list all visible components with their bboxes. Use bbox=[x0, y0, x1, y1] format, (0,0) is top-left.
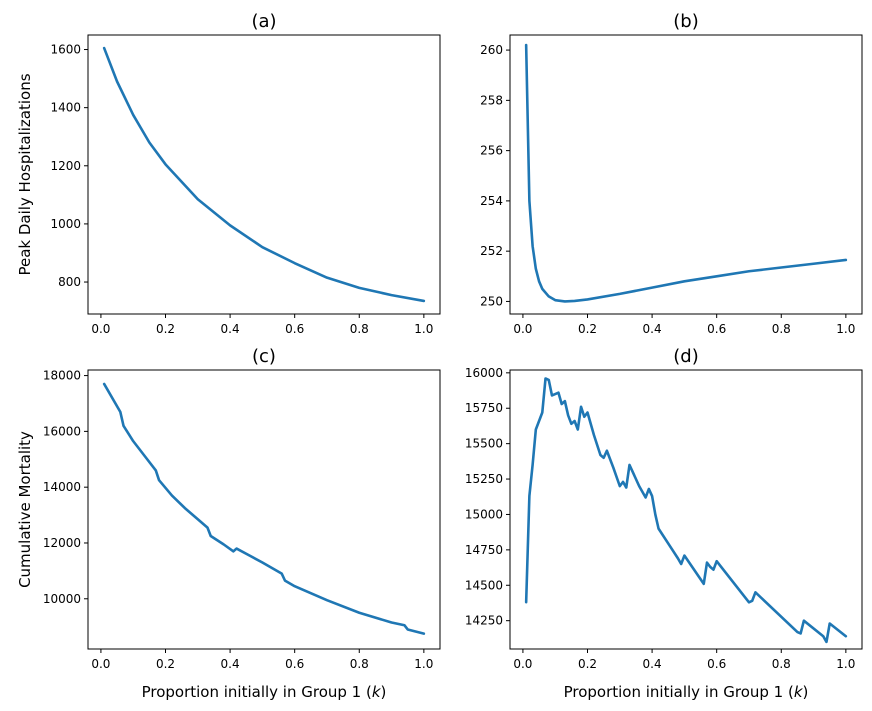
y-tick-label: 250 bbox=[480, 294, 503, 308]
y-tick-label: 12000 bbox=[43, 536, 81, 550]
x-tick-label: 1.0 bbox=[414, 322, 433, 336]
x-tick-label: 0.0 bbox=[513, 322, 532, 336]
panel-a: 0.0 0.2 0.4 0.6 0.8 1.0 800 1000 1200 1400 1600 (a)… bbox=[16, 11, 441, 336]
y-tick-label: 14250 bbox=[465, 614, 503, 628]
y-tick-label: 1600 bbox=[50, 43, 81, 57]
y-tick-label: 10000 bbox=[43, 592, 81, 606]
y-tick-label: 254 bbox=[480, 194, 503, 208]
y-tick-label: 252 bbox=[480, 244, 503, 258]
x-tick-label: 0.8 bbox=[772, 322, 791, 336]
x-tick-label: 0.8 bbox=[350, 322, 369, 336]
series-line bbox=[524, 377, 848, 644]
y-tick-label: 15250 bbox=[465, 472, 503, 486]
plot-frame bbox=[509, 369, 863, 650]
x-tick-label: 0.2 bbox=[156, 322, 175, 336]
y-tick-label: 18000 bbox=[43, 369, 81, 383]
x-tick-label: 0.8 bbox=[772, 657, 791, 671]
panel-title: (a) bbox=[251, 11, 276, 32]
y-tick-label: 16000 bbox=[43, 424, 81, 438]
plot-frame bbox=[87, 369, 441, 650]
series-line bbox=[102, 382, 426, 635]
x-tick-label: 0.4 bbox=[643, 322, 662, 336]
y-tick-label: 14000 bbox=[43, 480, 81, 494]
x-tick-label: 0.4 bbox=[643, 657, 662, 671]
x-tick-label: 0.0 bbox=[513, 657, 532, 671]
x-tick-label: 0.0 bbox=[91, 322, 110, 336]
x-tick-label: 0.6 bbox=[707, 657, 726, 671]
x-tick-label: 0.4 bbox=[221, 657, 240, 671]
y-axis-label: Cumulative Mortality bbox=[16, 431, 34, 588]
y-tick-label: 1200 bbox=[50, 159, 81, 173]
y-tick-label: 258 bbox=[480, 93, 503, 107]
panel-title: (b) bbox=[673, 11, 698, 32]
x-tick-label: 0.0 bbox=[91, 657, 110, 671]
panel-c: 0.0 0.2 0.4 0.6 0.8 1.0 10000 12000 14000 16000 18… bbox=[16, 346, 441, 701]
panel-b: 0.0 0.2 0.4 0.6 0.8 1.0 250 252 254 256 258 260 (b) bbox=[480, 11, 863, 336]
x-tick-label: 0.6 bbox=[707, 322, 726, 336]
y-tick-label: 1400 bbox=[50, 101, 81, 115]
y-tick-label: 14500 bbox=[465, 578, 503, 592]
x-axis-label: Proportion initially in Group 1 (k) bbox=[564, 683, 809, 701]
x-tick-label: 0.6 bbox=[285, 322, 304, 336]
x-tick-label: 1.0 bbox=[836, 322, 855, 336]
x-tick-label: 1.0 bbox=[836, 657, 855, 671]
y-tick-label: 256 bbox=[480, 144, 503, 158]
series-line bbox=[102, 46, 426, 303]
y-tick-label: 800 bbox=[58, 275, 81, 289]
x-tick-label: 0.2 bbox=[156, 657, 175, 671]
x-tick-label: 0.2 bbox=[578, 322, 597, 336]
y-tick-label: 260 bbox=[480, 43, 503, 57]
x-tick-label: 0.6 bbox=[285, 657, 304, 671]
y-tick-label: 16000 bbox=[465, 366, 503, 380]
x-tick-label: 0.8 bbox=[350, 657, 369, 671]
y-tick-label: 14750 bbox=[465, 543, 503, 557]
y-axis-label: Peak Daily Hospitalizations bbox=[16, 73, 34, 275]
y-tick-label: 1000 bbox=[50, 217, 81, 231]
panel-d: 0.0 0.2 0.4 0.6 0.8 1.0 14250 14500 14750 15000 15… bbox=[465, 346, 863, 701]
series-line bbox=[524, 43, 848, 303]
panel-title: (c) bbox=[252, 346, 276, 367]
panel-title: (d) bbox=[673, 346, 698, 367]
plot-frame bbox=[509, 34, 863, 315]
y-tick-label: 15500 bbox=[465, 437, 503, 451]
x-tick-label: 0.4 bbox=[221, 322, 240, 336]
x-tick-label: 1.0 bbox=[414, 657, 433, 671]
y-tick-label: 15750 bbox=[465, 401, 503, 415]
plot-frame bbox=[87, 34, 441, 315]
x-axis-label: Proportion initially in Group 1 (k) bbox=[142, 683, 387, 701]
y-tick-label: 15000 bbox=[465, 507, 503, 521]
x-tick-label: 0.2 bbox=[578, 657, 597, 671]
